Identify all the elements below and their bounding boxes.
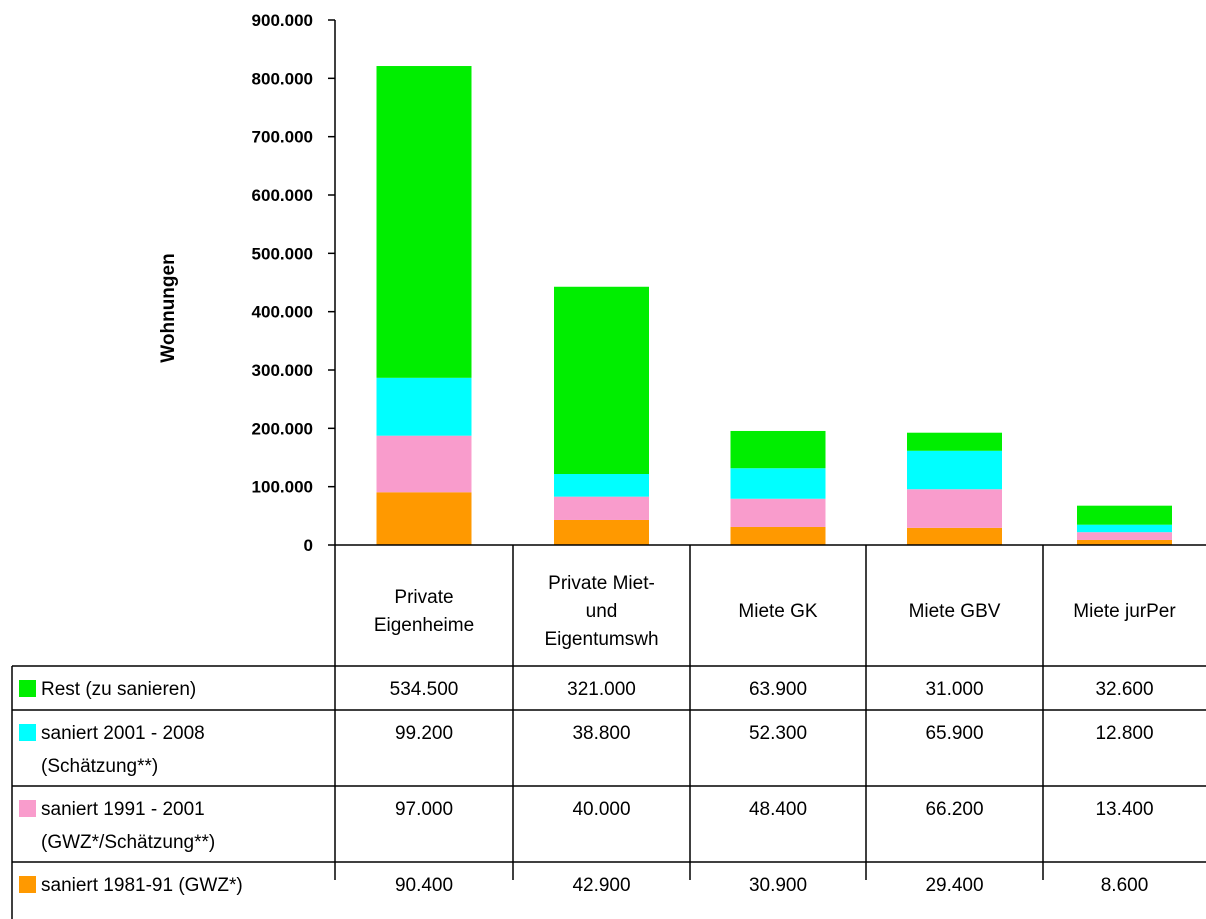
data-label: 30.900	[749, 875, 807, 896]
y-tick-label: 100.000	[252, 478, 313, 497]
data-label: 48.400	[749, 799, 807, 820]
series-name: (Schätzung**)	[41, 756, 158, 777]
series-name: Rest (zu sanieren)	[41, 679, 196, 700]
data-label: 32.600	[1095, 679, 1153, 700]
bar-segment	[376, 66, 472, 378]
bar-segment	[907, 450, 1002, 490]
bar-segment	[1077, 532, 1172, 540]
category-label: und	[586, 601, 618, 622]
bar-segment	[730, 468, 826, 499]
series-name: (GWZ*/Schätzung**)	[41, 832, 215, 853]
series-name: saniert 1991 - 2001	[41, 799, 205, 820]
data-label: 90.400	[395, 875, 453, 896]
data-label: 321.000	[567, 679, 636, 700]
data-label: 13.400	[1095, 799, 1153, 820]
bar-segment	[554, 286, 649, 475]
data-label: 66.200	[925, 799, 983, 820]
data-label: 31.000	[925, 679, 983, 700]
bar-segment	[730, 526, 826, 545]
bar-segment	[730, 498, 826, 527]
data-label: 99.200	[395, 723, 453, 744]
legend-key	[19, 724, 36, 741]
y-tick-label: 200.000	[252, 419, 313, 438]
y-tick-label: 400.000	[252, 303, 313, 322]
data-label: 63.900	[749, 679, 807, 700]
series-name: saniert 1981-91 (GWZ*)	[41, 875, 243, 896]
bar-segment	[1077, 505, 1172, 525]
legend-key	[19, 876, 36, 893]
bar-segment	[1077, 539, 1172, 545]
data-label: 8.600	[1101, 875, 1149, 896]
data-label: 42.900	[572, 875, 630, 896]
bar-segment	[376, 377, 472, 436]
y-tick-label: 900.000	[252, 11, 313, 30]
y-tick-label: 700.000	[252, 128, 313, 147]
bar-segment	[376, 435, 472, 493]
data-label: 52.300	[749, 723, 807, 744]
data-label: 97.000	[395, 799, 453, 820]
data-label: 534.500	[390, 679, 459, 700]
category-label: Miete GBV	[909, 601, 1001, 622]
bar-segment	[907, 527, 1002, 545]
data-label: 65.900	[925, 723, 983, 744]
bar-segment	[1077, 524, 1172, 533]
category-label: Eigenheime	[374, 615, 474, 636]
y-tick-label: 600.000	[252, 186, 313, 205]
bar-segment	[554, 496, 649, 520]
bar-segment	[554, 519, 649, 545]
data-label: 38.800	[572, 723, 630, 744]
category-label: Private	[394, 587, 453, 608]
category-label: Miete GK	[738, 601, 818, 622]
legend-key	[19, 680, 36, 697]
data-label: 40.000	[572, 799, 630, 820]
data-label: 29.400	[925, 875, 983, 896]
y-axis-label: Wohnungen	[158, 253, 179, 362]
bar-segment	[554, 474, 649, 497]
category-label: Miete jurPer	[1073, 601, 1176, 622]
series-name: saniert 2001 - 2008	[41, 723, 205, 744]
y-tick-label: 300.000	[252, 361, 313, 380]
category-label: Private Miet-	[548, 573, 655, 594]
bar-segment	[907, 489, 1002, 528]
bar-segment	[376, 492, 472, 545]
y-tick-label: 500.000	[252, 244, 313, 263]
category-label: Eigentumswh	[544, 629, 658, 650]
bar-segment	[730, 430, 826, 469]
legend-key	[19, 800, 36, 817]
bar-segment	[907, 432, 1002, 451]
data-label: 12.800	[1095, 723, 1153, 744]
y-tick-label: 0	[304, 536, 313, 555]
y-tick-label: 800.000	[252, 69, 313, 88]
